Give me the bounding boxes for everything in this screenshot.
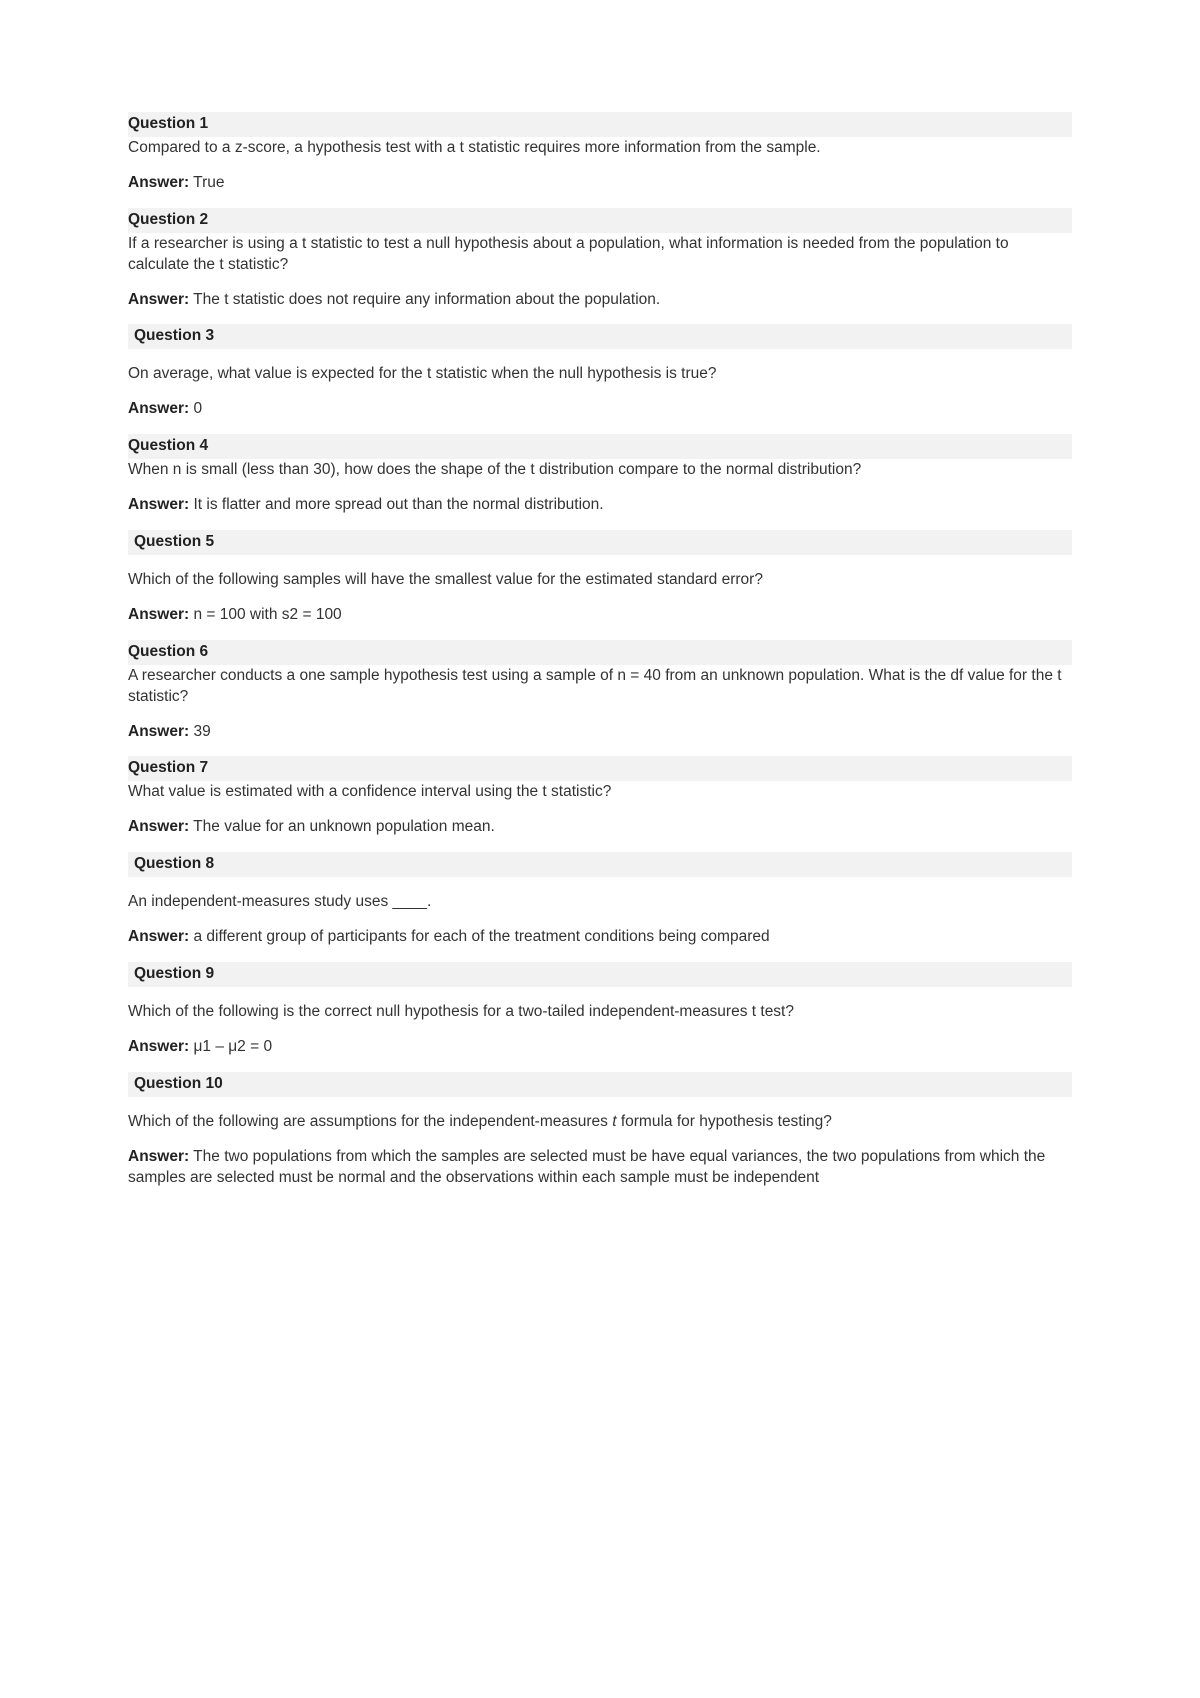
question-block: Question 8 An independent-measures study … xyxy=(128,852,1072,948)
answer-value: 39 xyxy=(189,723,211,740)
question-block: Question 4When n is small (less than 30)… xyxy=(128,434,1072,516)
question-block: Question 6A researcher conducts a one sa… xyxy=(128,640,1072,743)
question-text-post: formula for hypothesis testing? xyxy=(617,1113,832,1130)
answer-line: Answer: 0 xyxy=(128,399,1072,420)
answer-value: μ1 – μ2 = 0 xyxy=(189,1038,272,1055)
question-block: Question 9 Which of the following is the … xyxy=(128,962,1072,1058)
question-block: Question 2If a researcher is using a t s… xyxy=(128,208,1072,311)
question-text: What value is estimated with a confidenc… xyxy=(128,781,1072,803)
answer-label: Answer: xyxy=(128,291,189,308)
answer-value: True xyxy=(189,174,224,191)
question-text: A researcher conducts a one sample hypot… xyxy=(128,665,1072,708)
question-block: Question 5 Which of the following samples… xyxy=(128,530,1072,626)
question-header: Question 3 xyxy=(128,324,1072,349)
answer-label: Answer: xyxy=(128,1148,189,1165)
question-header: Question 10 xyxy=(128,1072,1072,1097)
answer-value: a different group of participants for ea… xyxy=(189,928,769,945)
question-header: Question 2 xyxy=(128,208,1072,233)
answer-value: The value for an unknown population mean… xyxy=(189,818,495,835)
answer-label: Answer: xyxy=(128,818,189,835)
question-header: Question 7 xyxy=(128,756,1072,781)
answer-line: Answer: It is flatter and more spread ou… xyxy=(128,495,1072,516)
answer-label: Answer: xyxy=(128,400,189,417)
question-text: An independent-measures study uses ____. xyxy=(128,891,1072,913)
answer-line: Answer: The t statistic does not require… xyxy=(128,290,1072,311)
question-block: Question 1Compared to a z-score, a hypot… xyxy=(128,112,1072,194)
question-header: Question 9 xyxy=(128,962,1072,987)
question-header: Question 8 xyxy=(128,852,1072,877)
answer-line: Answer: a different group of participant… xyxy=(128,927,1072,948)
answer-value: The t statistic does not require any inf… xyxy=(189,291,660,308)
answer-line: Answer: μ1 – μ2 = 0 xyxy=(128,1037,1072,1058)
question-block: Question 10 Which of the following are as… xyxy=(128,1072,1072,1189)
qa-document: Question 1Compared to a z-score, a hypot… xyxy=(128,112,1072,1188)
question-text: Compared to a z-score, a hypothesis test… xyxy=(128,137,1072,159)
question-text-pre: Which of the following are assumptions f… xyxy=(128,1113,612,1130)
question-header: Question 1 xyxy=(128,112,1072,137)
question-text: If a researcher is using a t statistic t… xyxy=(128,233,1072,276)
answer-line: Answer: n = 100 with s2 = 100 xyxy=(128,605,1072,626)
answer-line: Answer: The two populations from which t… xyxy=(128,1147,1072,1189)
answer-line: Answer: 39 xyxy=(128,722,1072,743)
answer-label: Answer: xyxy=(128,723,189,740)
answer-line: Answer: True xyxy=(128,173,1072,194)
answer-value: 0 xyxy=(189,400,202,417)
answer-label: Answer: xyxy=(128,174,189,191)
answer-value: The two populations from which the sampl… xyxy=(128,1148,1045,1186)
question-header: Question 6 xyxy=(128,640,1072,665)
question-text: Which of the following is the correct nu… xyxy=(128,1001,1072,1023)
question-block: Question 3 On average, what value is expe… xyxy=(128,324,1072,420)
answer-label: Answer: xyxy=(128,606,189,623)
answer-line: Answer: The value for an unknown populat… xyxy=(128,817,1072,838)
answer-label: Answer: xyxy=(128,928,189,945)
question-text: Which of the following samples will have… xyxy=(128,569,1072,591)
question-header: Question 4 xyxy=(128,434,1072,459)
question-text: On average, what value is expected for t… xyxy=(128,363,1072,385)
question-text: When n is small (less than 30), how does… xyxy=(128,459,1072,481)
answer-label: Answer: xyxy=(128,1038,189,1055)
answer-value: It is flatter and more spread out than t… xyxy=(189,496,603,513)
question-text: Which of the following are assumptions f… xyxy=(128,1111,1072,1133)
question-block: Question 7What value is estimated with a… xyxy=(128,756,1072,838)
answer-value: n = 100 with s2 = 100 xyxy=(189,606,342,623)
question-header: Question 5 xyxy=(128,530,1072,555)
answer-label: Answer: xyxy=(128,496,189,513)
